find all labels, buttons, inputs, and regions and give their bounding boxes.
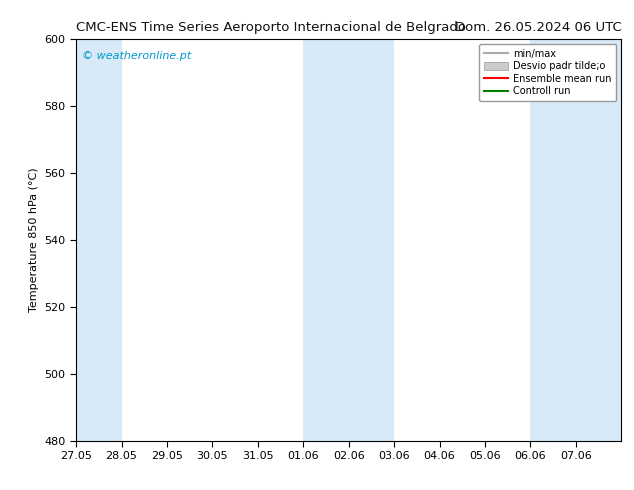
Legend: min/max, Desvio padr tilde;o, Ensemble mean run, Controll run: min/max, Desvio padr tilde;o, Ensemble m… — [479, 44, 616, 101]
Text: CMC-ENS Time Series Aeroporto Internacional de Belgrado: CMC-ENS Time Series Aeroporto Internacio… — [76, 21, 466, 34]
Text: © weatheronline.pt: © weatheronline.pt — [82, 51, 191, 61]
Bar — [76, 39, 122, 441]
Bar — [531, 39, 621, 441]
Bar — [303, 39, 394, 441]
Text: Dom. 26.05.2024 06 UTC: Dom. 26.05.2024 06 UTC — [455, 21, 621, 34]
Y-axis label: Temperature 850 hPa (°C): Temperature 850 hPa (°C) — [29, 168, 39, 313]
